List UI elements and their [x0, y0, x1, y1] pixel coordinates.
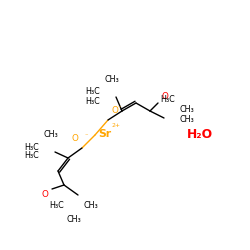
- Text: O: O: [41, 190, 48, 199]
- Text: CH₃: CH₃: [66, 215, 82, 224]
- Text: Sr: Sr: [98, 129, 111, 139]
- Text: H₃C: H₃C: [85, 96, 100, 106]
- Text: CH₃: CH₃: [104, 75, 120, 84]
- Text: H₃C: H₃C: [24, 142, 39, 152]
- Text: 2+: 2+: [112, 123, 121, 128]
- Text: ⁻: ⁻: [118, 105, 122, 111]
- Text: H₃C: H₃C: [85, 88, 100, 96]
- Text: O: O: [111, 106, 118, 115]
- Text: H₃C: H₃C: [49, 200, 64, 209]
- Text: CH₃: CH₃: [180, 106, 195, 114]
- Text: H₃C: H₃C: [24, 152, 39, 160]
- Text: CH₃: CH₃: [84, 200, 99, 209]
- Text: O: O: [162, 92, 169, 101]
- Text: ⁻: ⁻: [85, 133, 88, 139]
- Text: CH₃: CH₃: [44, 130, 59, 139]
- Text: H₃C: H₃C: [160, 95, 176, 104]
- Text: CH₃: CH₃: [180, 116, 195, 124]
- Text: H₂O: H₂O: [187, 128, 213, 141]
- Text: O: O: [71, 134, 78, 143]
